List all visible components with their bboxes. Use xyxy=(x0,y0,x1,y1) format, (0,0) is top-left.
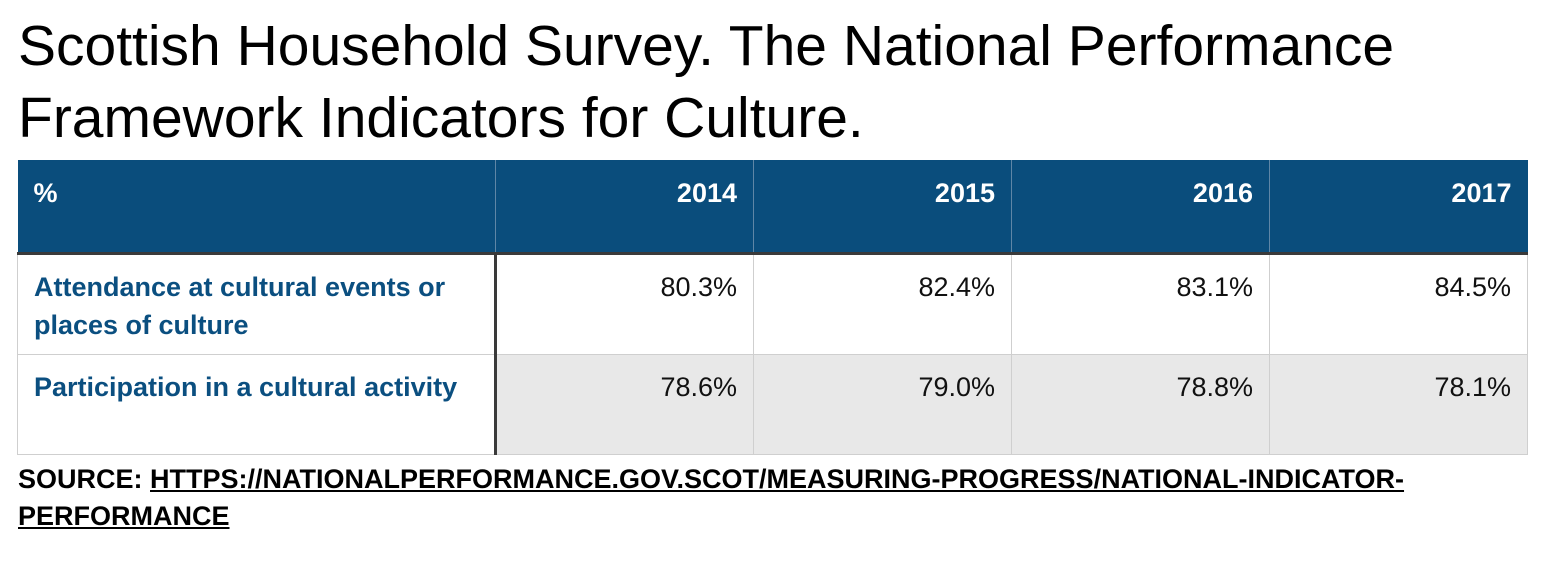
source-note: SOURCE: HTTPS://NATIONALPERFORMANCE.GOV.… xyxy=(18,461,1498,535)
header-cell-year: 2016 xyxy=(1011,160,1270,255)
source-link[interactable]: HTTPS://NATIONALPERFORMANCE.GOV.SCOT/MEA… xyxy=(18,464,1405,531)
row-label: Participation in a cultural activity xyxy=(17,353,497,455)
indicators-table: % 2014 2015 2016 2017 Attendance at cult… xyxy=(17,160,1528,455)
header-row: % 2014 2015 2016 2017 xyxy=(17,160,1528,255)
header-cell-label: % xyxy=(17,160,496,255)
table-cell: 83.1% xyxy=(1011,252,1270,355)
table-cell: 84.5% xyxy=(1269,252,1528,355)
table-cell: 78.6% xyxy=(495,353,754,455)
table-cell: 80.3% xyxy=(495,252,754,355)
header-cell-year: 2014 xyxy=(495,160,754,255)
page-title: Scottish Household Survey. The National … xyxy=(18,14,1395,150)
source-prefix: SOURCE: xyxy=(18,464,151,494)
table-cell: 82.4% xyxy=(753,252,1012,355)
header-cell-year: 2017 xyxy=(1269,160,1528,255)
table-header: % 2014 2015 2016 2017 xyxy=(17,160,1528,255)
table-row: Participation in a cultural activity 78.… xyxy=(17,353,1528,455)
table-body: Attendance at cultural events or places … xyxy=(17,252,1528,455)
row-label: Attendance at cultural events or places … xyxy=(17,252,497,355)
table-cell: 78.8% xyxy=(1011,353,1270,455)
table-row: Attendance at cultural events or places … xyxy=(17,252,1528,355)
header-cell-year: 2015 xyxy=(753,160,1012,255)
table-cell: 78.1% xyxy=(1269,353,1528,455)
table-cell: 79.0% xyxy=(753,353,1012,455)
